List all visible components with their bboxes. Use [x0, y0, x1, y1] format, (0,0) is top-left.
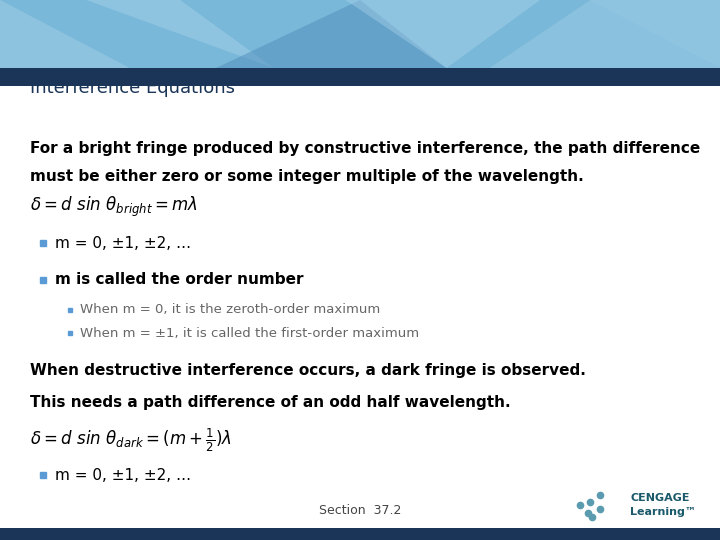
Bar	[0, 68, 720, 86]
Polygon shape	[346, 0, 540, 68]
Text: For a bright fringe produced by constructive interference, the path difference: For a bright fringe produced by construc…	[30, 140, 701, 156]
Polygon shape	[216, 0, 446, 68]
Bar	[0, 0, 720, 68]
Text: m = 0, ±1, ±2, …: m = 0, ±1, ±2, …	[55, 235, 191, 251]
Text: m is called the order number: m is called the order number	[55, 273, 304, 287]
Text: $\delta = d\ \mathit{sin}\ \theta_{\mathit{dark}} = (m + \frac{1}{2})\lambda$: $\delta = d\ \mathit{sin}\ \theta_{\math…	[30, 426, 232, 454]
Text: This needs a path difference of an odd half wavelength.: This needs a path difference of an odd h…	[30, 395, 510, 409]
Text: CENGAGE
Learning™: CENGAGE Learning™	[631, 493, 696, 517]
Text: When destructive interference occurs, a dark fringe is observed.: When destructive interference occurs, a …	[30, 362, 586, 377]
Text: When m = 0, it is the zeroth-order maximum: When m = 0, it is the zeroth-order maxim…	[80, 303, 380, 316]
Polygon shape	[0, 0, 130, 68]
Polygon shape	[490, 0, 720, 68]
Text: m = 0, ±1, ±2, …: m = 0, ±1, ±2, …	[55, 468, 191, 483]
Polygon shape	[590, 0, 720, 68]
Text: Section  37.2: Section 37.2	[319, 503, 401, 516]
Text: $\delta = d\ \mathit{sin}\ \theta_{\mathit{bright}} = m\lambda$: $\delta = d\ \mathit{sin}\ \theta_{\math…	[30, 195, 198, 219]
Text: Interference Equations: Interference Equations	[30, 79, 235, 97]
Text: When m = ±1, it is called the first-order maximum: When m = ±1, it is called the first-orde…	[80, 327, 419, 340]
Bar	[0, 528, 720, 540]
Polygon shape	[86, 0, 274, 68]
Text: must be either zero or some integer multiple of the wavelength.: must be either zero or some integer mult…	[30, 168, 584, 184]
